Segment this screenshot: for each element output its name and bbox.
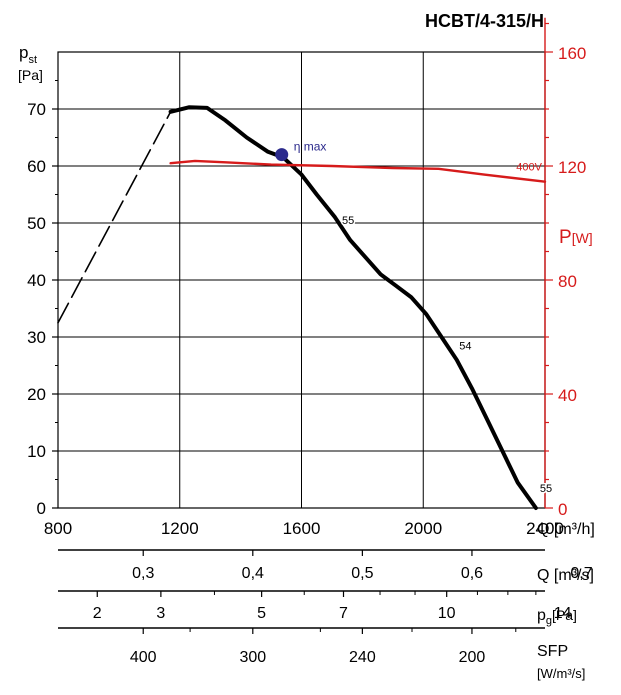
y-right-tick-label: 160 <box>558 44 586 63</box>
series-pressure_stall <box>57 111 172 324</box>
y-left-tick-label: 70 <box>27 100 46 119</box>
secondary-scale-tick-label: 0,4 <box>242 565 264 582</box>
curve-annotation: 54 <box>459 341 471 353</box>
secondary-scale-tick-label: 3 <box>156 605 165 622</box>
x-axis-label: Q [m³/h] <box>537 521 595 538</box>
y-right-tick-label: 80 <box>558 272 577 291</box>
chart-title: HCBT/4-315/H <box>425 11 544 31</box>
secondary-scale-label: pg[Pa] <box>537 607 577 627</box>
series-label-power: 400V <box>516 162 542 174</box>
y-left-tick-label: 50 <box>27 214 46 233</box>
secondary-scale-tick-label: 5 <box>257 605 266 622</box>
secondary-scale-tick-label: 200 <box>459 649 486 666</box>
y-left-tick-label: 20 <box>27 385 46 404</box>
y-left-tick-label: 60 <box>27 157 46 176</box>
annotation-layer: 400V η max 55 54 55 <box>275 140 554 497</box>
y-left-tick-label: 40 <box>27 271 46 290</box>
x-tick-label: 800 <box>44 519 72 538</box>
secondary-scale-tick-label: 300 <box>239 649 266 666</box>
y-left-tick-label: 10 <box>27 442 46 461</box>
y-right-axis-label: P[W] <box>559 227 593 248</box>
y-left-axis-label: pst <box>19 43 37 66</box>
secondary-scale-tick-label: 0,7 <box>570 565 592 582</box>
eta-max-label: η max <box>294 140 327 154</box>
y-left-tick-label: 30 <box>27 328 46 347</box>
x-tick-label: 2400 <box>526 519 564 538</box>
x-tick-label: 2000 <box>404 519 442 538</box>
secondary-scale-tick-label: 14 <box>554 605 572 622</box>
y-left-axis-unit: [Pa] <box>18 67 43 83</box>
curve-annotation: 55 <box>342 215 354 227</box>
secondary-scale-unit: [W/m³/s] <box>537 666 585 681</box>
series-layer <box>57 105 547 510</box>
secondary-scale-tick-label: 400 <box>130 649 157 666</box>
secondary-scale-label: Q [m³/s] <box>537 567 594 584</box>
plot-grid <box>57 51 546 509</box>
y-left-tick-label: 0 <box>37 499 46 518</box>
secondary-scale-tick-label: 0,5 <box>351 565 373 582</box>
x-tick-label: 1600 <box>283 519 321 538</box>
secondary-scale-tick-label: 240 <box>349 649 376 666</box>
plot-axes <box>52 17 553 509</box>
y-right-tick-label: 40 <box>558 386 577 405</box>
secondary-scale-tick-label: 0,3 <box>132 565 154 582</box>
x-tick-label: 1200 <box>161 519 199 538</box>
secondary-scale-tick-label: 7 <box>339 605 348 622</box>
series-power <box>169 159 547 183</box>
series-pressure <box>168 105 538 510</box>
eta-max-marker <box>275 148 289 162</box>
y-right-tick-label: 0 <box>558 500 567 519</box>
secondary-scale-label: SFP <box>537 643 568 660</box>
secondary-scale-tick-label: 2 <box>93 605 102 622</box>
secondary-scale-tick-label: 10 <box>438 605 456 622</box>
y-right-tick-label: 120 <box>558 158 586 177</box>
secondary-scale-tick-label: 0,6 <box>461 565 483 582</box>
curve-annotation: 55 <box>540 483 552 495</box>
